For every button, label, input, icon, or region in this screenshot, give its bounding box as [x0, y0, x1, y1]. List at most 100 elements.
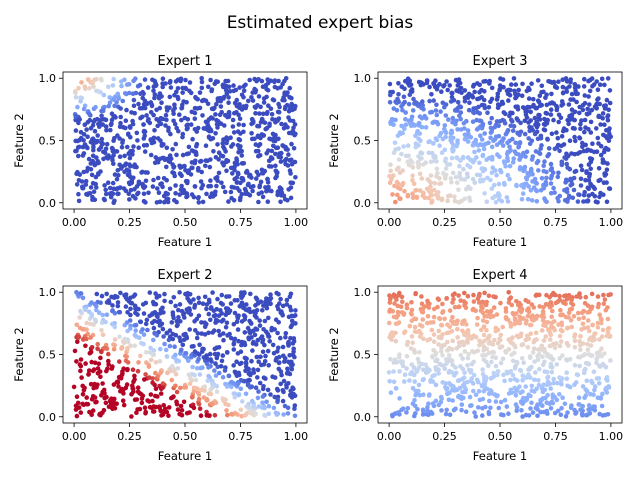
data-point [528, 167, 534, 173]
data-point [91, 119, 96, 125]
data-point [440, 301, 445, 307]
data-point [252, 313, 258, 318]
data-point [400, 130, 406, 136]
data-point [288, 171, 293, 176]
data-point [447, 412, 453, 418]
data-point [195, 195, 201, 201]
data-point [562, 155, 567, 160]
data-point [184, 126, 190, 132]
data-point [164, 354, 170, 359]
data-point [558, 339, 564, 344]
subplot-title: Expert 2 [157, 268, 212, 283]
data-point [140, 114, 145, 120]
data-point [186, 310, 191, 315]
data-point [151, 139, 157, 145]
data-point [397, 352, 402, 357]
data-point [493, 168, 498, 173]
data-point [124, 382, 130, 387]
data-point [447, 308, 453, 313]
data-point [118, 388, 123, 394]
data-point [506, 290, 512, 295]
data-point [505, 199, 511, 204]
data-point [125, 346, 130, 351]
data-point [264, 186, 270, 192]
data-point [441, 363, 446, 369]
data-point [426, 412, 431, 418]
data-point [503, 349, 508, 354]
data-point [205, 398, 210, 403]
data-point [588, 119, 594, 125]
data-point [423, 370, 429, 375]
data-point [74, 322, 80, 328]
data-point [417, 350, 422, 355]
data-point [587, 352, 593, 358]
data-point [512, 364, 518, 370]
data-point [280, 398, 286, 404]
data-point [515, 320, 521, 326]
data-point [532, 176, 538, 182]
data-point [421, 336, 426, 342]
data-point [260, 394, 266, 399]
data-point [98, 349, 104, 354]
data-point [487, 398, 492, 404]
data-point [293, 308, 298, 313]
data-point [529, 302, 535, 307]
data-point [292, 403, 298, 408]
data-point [595, 200, 600, 205]
data-point [151, 177, 156, 183]
data-point [461, 121, 467, 126]
data-point [291, 146, 297, 151]
data-point [97, 118, 103, 123]
data-point [465, 128, 471, 133]
data-point [131, 103, 137, 109]
data-point [444, 330, 450, 336]
y-tick-label: 0.5 [354, 135, 372, 148]
data-point [413, 141, 419, 146]
data-point [496, 181, 502, 187]
data-point [197, 372, 203, 377]
data-point [117, 162, 122, 168]
data-point [462, 370, 467, 376]
data-point [103, 187, 108, 193]
data-point [577, 291, 582, 296]
data-point [568, 405, 574, 411]
data-point [597, 411, 602, 417]
data-point [497, 102, 503, 108]
x-tick-label: 0.25 [117, 430, 142, 443]
data-point [466, 351, 471, 357]
data-point [465, 95, 471, 100]
data-point [127, 90, 132, 96]
data-point [95, 159, 101, 165]
data-point [480, 152, 486, 158]
data-point [487, 78, 493, 84]
data-point [78, 410, 84, 415]
data-point [102, 117, 108, 122]
data-point [462, 349, 468, 354]
data-point [112, 198, 117, 204]
data-point [186, 358, 191, 364]
data-point [124, 107, 129, 113]
x-tick-label: 0.75 [543, 430, 568, 443]
data-point [400, 299, 405, 305]
data-point [595, 304, 601, 310]
data-point [232, 310, 238, 316]
data-point [254, 78, 259, 84]
data-point [537, 292, 542, 298]
y-axis-label: Feature 2 [12, 113, 26, 167]
data-point [559, 320, 564, 326]
data-point [143, 411, 148, 416]
data-point [462, 177, 468, 182]
data-point [209, 87, 215, 92]
data-point [586, 403, 592, 408]
data-point [503, 306, 509, 311]
data-point [426, 150, 432, 156]
data-point [170, 147, 175, 152]
data-point [213, 361, 218, 366]
data-point [98, 76, 104, 82]
data-point [607, 100, 613, 106]
data-point [127, 155, 133, 161]
data-point [391, 379, 397, 385]
data-point [427, 84, 432, 90]
